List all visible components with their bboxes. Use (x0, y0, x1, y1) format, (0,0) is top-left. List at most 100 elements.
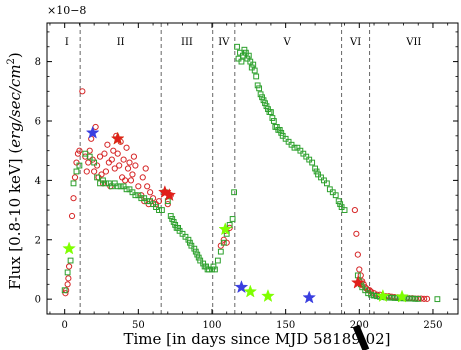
data-point-square (306, 156, 313, 163)
data-point-circle (139, 174, 146, 181)
data-point-circle (101, 150, 108, 157)
data-point-square (332, 192, 339, 199)
data-point-circle (418, 295, 425, 302)
data-point-star (243, 284, 258, 298)
data-point-square (338, 204, 345, 211)
data-point-square (73, 168, 80, 175)
data-point-star (218, 222, 233, 236)
data-point-circle (423, 295, 431, 302)
phase-label: VI (349, 37, 361, 48)
data-point-square (265, 106, 271, 113)
x-tick-label: 0 (61, 320, 67, 331)
data-point-circle (353, 230, 360, 237)
data-point-circle (149, 195, 157, 202)
data-point-square (309, 159, 316, 166)
data-point-square (192, 248, 199, 255)
data-point-circle (104, 141, 111, 148)
data-point-square (241, 46, 248, 53)
data-point-square (259, 94, 265, 101)
data-point-circle (220, 236, 227, 243)
data-point-circle (65, 263, 73, 270)
x-tick-label: 250 (423, 320, 442, 331)
data-point-square (172, 222, 179, 228)
data-point-circle (111, 165, 118, 172)
data-point-circle (421, 295, 428, 302)
data-point-square (67, 257, 74, 264)
data-point-square (191, 245, 198, 252)
data-point-square (212, 266, 218, 273)
data-point-square (256, 85, 263, 92)
data-point-square (169, 216, 176, 222)
data-point-square (253, 73, 260, 80)
data-point-circle (85, 159, 92, 166)
data-point-circle (71, 174, 79, 181)
data-point-square (231, 189, 237, 196)
data-point-square (359, 284, 366, 291)
phase-label: III (181, 37, 193, 48)
x-tick-label: 50 (132, 320, 145, 331)
data-point-circle (114, 150, 121, 157)
y-tick-label: 2 (35, 235, 41, 246)
data-point-square (176, 227, 183, 234)
data-point-square (126, 186, 133, 193)
data-point-square (237, 49, 243, 56)
data-point-circle (360, 281, 367, 288)
data-point-square (206, 266, 212, 273)
data-point-circle (126, 159, 133, 166)
data-point-square (321, 177, 327, 184)
data-point-square (329, 189, 336, 196)
data-point-square (337, 201, 344, 208)
data-point-square (297, 147, 304, 154)
data-point-square (153, 204, 159, 211)
data-point-circle (93, 162, 101, 169)
data-point-circle (98, 171, 105, 178)
data-point-square (185, 236, 192, 243)
data-point-square (260, 97, 267, 104)
data-point-square (210, 263, 217, 270)
data-point-square (156, 207, 162, 213)
data-point-square (144, 198, 151, 205)
data-point-circle (119, 174, 126, 181)
pencil-stroke-icon (352, 324, 370, 350)
data-point-square (288, 141, 295, 148)
data-point-circle (155, 198, 163, 205)
data-point-circle (142, 165, 149, 172)
data-point-circle (120, 156, 127, 163)
data-point-star (302, 290, 317, 304)
y-axis-title-suffix: ) (6, 52, 24, 58)
data-point-square (282, 135, 289, 142)
data-point-square (341, 207, 348, 213)
data-point-square (391, 295, 398, 301)
data-point-star (395, 289, 409, 303)
data-point-square (368, 291, 374, 298)
data-point-square (188, 242, 195, 249)
data-point-square (229, 216, 236, 222)
data-point-circle (89, 156, 96, 163)
data-point-square (170, 219, 177, 225)
data-point-square (388, 294, 395, 301)
data-point-circle (357, 272, 364, 279)
data-point-circle (102, 168, 110, 175)
phase-label: V (283, 37, 292, 48)
data-point-square (326, 186, 333, 193)
data-point-square (269, 115, 276, 121)
y-tick-label: 6 (35, 116, 41, 127)
data-point-square (182, 233, 189, 240)
data-point-square (406, 295, 413, 302)
data-point-square (61, 287, 68, 294)
data-point-square (150, 201, 156, 208)
data-point-square (279, 132, 286, 139)
data-point-circle (141, 198, 148, 205)
data-point-square (197, 257, 204, 264)
y-tick-label: 4 (35, 176, 41, 187)
data-point-star (162, 187, 177, 202)
y-multiplier-label: ×10−8 (47, 4, 86, 17)
data-point-square (238, 58, 245, 65)
data-point-square (371, 292, 377, 299)
data-point-square (220, 239, 227, 246)
data-point-circle (116, 162, 123, 169)
data-point-star (110, 131, 125, 145)
data-point-square (242, 49, 249, 56)
data-point-square (409, 295, 416, 302)
data-point-square (100, 177, 106, 184)
